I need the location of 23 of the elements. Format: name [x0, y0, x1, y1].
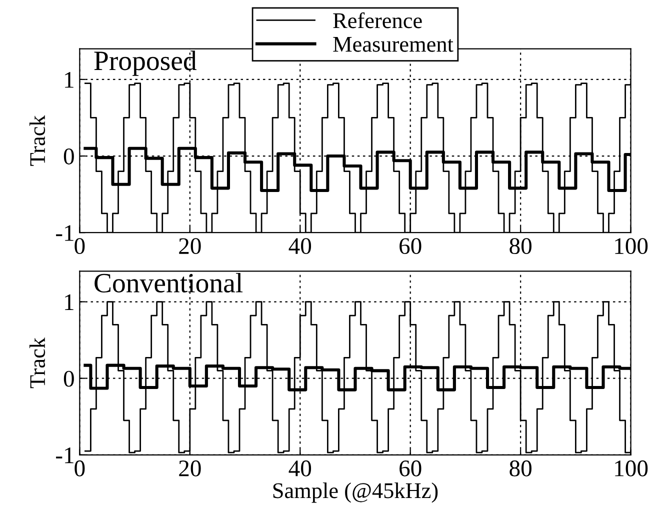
chart-title: Conventional	[94, 272, 243, 293]
y-tick-label: -1	[56, 447, 74, 464]
y-tick-label: 0	[64, 148, 74, 164]
x-tick-label: 40	[288, 238, 312, 254]
x-tick-label: 80	[510, 460, 532, 476]
y-tick-label: 0	[64, 370, 74, 387]
x-axis-title: Sample (@45kHz)	[273, 482, 438, 503]
chart-title: Proposed	[94, 50, 197, 76]
y-axis-title: Track	[29, 337, 46, 388]
x-tick-label: 20	[179, 460, 201, 476]
x-tick-label: 100	[615, 460, 648, 476]
x-tick-label: 40	[288, 460, 312, 476]
y-tick-label: -1	[56, 225, 74, 241]
x-tick-label: 60	[400, 238, 422, 254]
y-tick-label: 1	[65, 294, 74, 310]
x-tick-label: 60	[400, 460, 422, 476]
x-tick-label: 80	[510, 238, 532, 254]
legend-label: Reference	[333, 12, 422, 28]
x-tick-label: 20	[179, 238, 201, 254]
y-axis-title: Track	[29, 115, 46, 166]
y-tick-label: 1	[65, 72, 74, 88]
x-tick-label: 100	[615, 238, 648, 254]
legend-label: Measurement	[333, 37, 454, 52]
